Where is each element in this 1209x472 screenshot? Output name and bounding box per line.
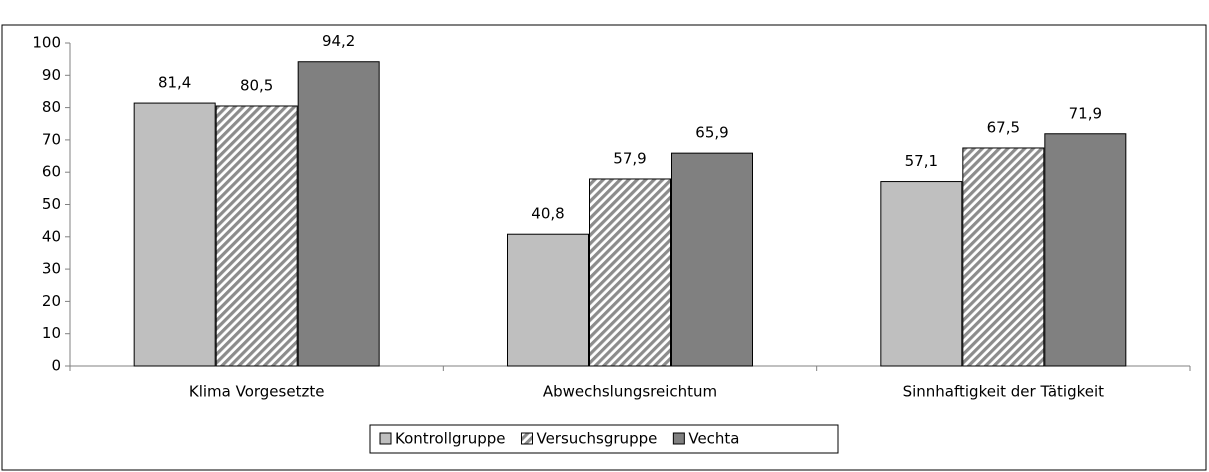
legend-box — [369, 424, 839, 454]
y-tick-label: 40 — [42, 227, 61, 245]
y-tick-label: 20 — [42, 292, 61, 310]
legend-swatch — [379, 432, 392, 445]
bar — [671, 152, 753, 367]
bar — [133, 102, 216, 367]
data-label: 57,1 — [905, 152, 938, 170]
y-tick-label: 60 — [42, 163, 61, 181]
legend-label: Kontrollgruppe — [395, 430, 505, 448]
y-tick-label: 90 — [42, 66, 61, 84]
data-label: 40,8 — [531, 205, 564, 223]
data-label: 81,4 — [158, 74, 191, 92]
bar — [962, 147, 1045, 367]
bar — [215, 105, 298, 367]
legend-swatch — [520, 432, 533, 445]
bar — [589, 178, 671, 367]
y-tick-label: 30 — [42, 260, 61, 278]
y-tick-label: 70 — [42, 130, 61, 148]
bar — [297, 61, 380, 367]
y-tick-label: 0 — [51, 357, 61, 375]
data-label: 67,5 — [987, 118, 1020, 136]
data-label: 57,9 — [613, 149, 646, 167]
legend-label: Vechta — [688, 430, 739, 448]
x-tick-label: Klima Vorgesetzte — [189, 383, 325, 401]
data-label: 80,5 — [240, 76, 273, 94]
legend-swatch — [672, 432, 685, 445]
data-label: 94,2 — [322, 32, 355, 50]
legend-label: Versuchsgruppe — [536, 430, 657, 448]
bar — [880, 181, 963, 367]
data-label: 71,9 — [1069, 104, 1102, 122]
data-label: 65,9 — [695, 124, 728, 142]
x-tick-label: Sinnhaftigkeit der Tätigkeit — [903, 383, 1105, 401]
y-tick-label: 80 — [42, 98, 61, 116]
bar — [1044, 133, 1127, 367]
y-tick-label: 50 — [42, 195, 61, 213]
y-tick-label: 100 — [32, 34, 61, 52]
y-tick-label: 10 — [42, 324, 61, 342]
x-tick-label: Abwechslungsreichtum — [543, 383, 717, 401]
bar — [507, 233, 589, 367]
